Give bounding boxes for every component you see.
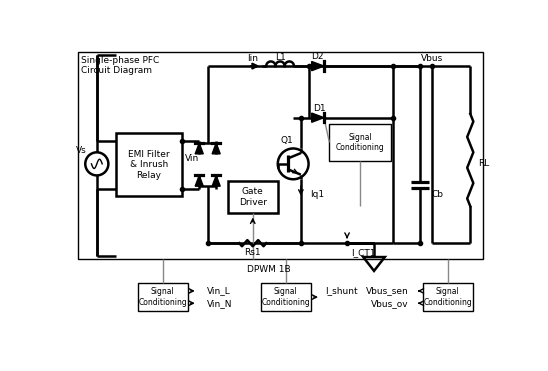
Text: Vin: Vin	[185, 154, 199, 163]
Text: D1: D1	[313, 104, 326, 113]
Bar	[78, 52, 483, 259]
Text: I_CT1: I_CT1	[351, 248, 375, 257]
Text: I_shunt: I_shunt	[325, 286, 357, 295]
Text: Vbus: Vbus	[421, 54, 443, 63]
Text: Signal
Conditioning: Signal Conditioning	[336, 132, 385, 152]
Text: D2: D2	[312, 52, 324, 61]
Polygon shape	[195, 143, 203, 154]
Text: Rs1: Rs1	[244, 248, 261, 257]
Polygon shape	[312, 113, 324, 122]
Text: Signal
Conditioning: Signal Conditioning	[138, 288, 187, 307]
Text: Vbus_sen: Vbus_sen	[366, 286, 409, 295]
Polygon shape	[312, 62, 324, 71]
Bar	[116, 133, 181, 196]
Bar	[423, 283, 472, 311]
Text: Cb: Cb	[432, 190, 444, 199]
Text: RL: RL	[478, 160, 489, 168]
Text: Vin_L: Vin_L	[207, 286, 231, 295]
Text: Iq1: Iq1	[310, 190, 324, 199]
Bar	[329, 124, 391, 161]
Text: Single-phase PFC
Circuit Diagram: Single-phase PFC Circuit Diagram	[82, 56, 159, 75]
Text: L1: L1	[275, 53, 286, 62]
Text: EMI Filter
& Inrush
Relay: EMI Filter & Inrush Relay	[128, 150, 170, 180]
Text: Signal
Conditioning: Signal Conditioning	[423, 288, 472, 307]
Text: DPWM 1B: DPWM 1B	[247, 265, 290, 274]
Bar	[228, 181, 278, 213]
Text: Vin_N: Vin_N	[207, 299, 232, 308]
Polygon shape	[195, 175, 203, 186]
Text: Vbus_ov: Vbus_ov	[371, 299, 409, 308]
Polygon shape	[212, 175, 220, 186]
Bar	[261, 283, 311, 311]
Text: Iin: Iin	[247, 54, 258, 63]
Bar	[138, 283, 187, 311]
Text: Q1: Q1	[281, 136, 293, 145]
Polygon shape	[212, 143, 220, 154]
Text: Vs: Vs	[76, 145, 87, 154]
Text: Signal
Conditioning: Signal Conditioning	[261, 288, 310, 307]
Text: Gate
Driver: Gate Driver	[239, 187, 267, 207]
